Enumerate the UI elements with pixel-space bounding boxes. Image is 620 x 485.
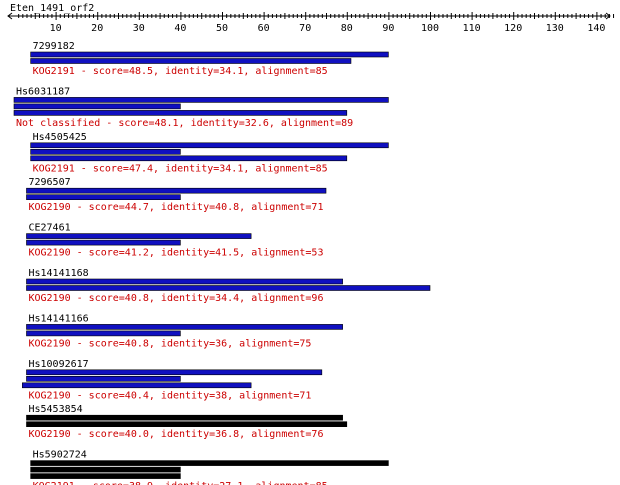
alignment-bar[interactable] — [13, 97, 389, 103]
hit-annotation: KOG2190 - score=44.7, identity=40.8, ali… — [28, 202, 323, 213]
ruler-tick-label: 130 — [546, 23, 564, 34]
query-title: Eten_1491_orf2 — [10, 3, 94, 14]
hit-annotation: KOG2190 - score=40.4, identity=38, align… — [28, 390, 311, 401]
hit-row[interactable]: Hs5902724 KOG2191 - score=38.9, identity=… — [30, 450, 389, 485]
hit-id-label[interactable]: Hs4505425 — [33, 132, 87, 143]
alignment-bar[interactable] — [26, 414, 343, 421]
alignment-bar[interactable] — [22, 382, 252, 389]
hit-annotation: KOG2190 - score=40.8, identity=36, align… — [28, 338, 311, 349]
hit-list: 7299182 KOG2191 - score=48.5, identity=34… — [13, 41, 431, 485]
ruler-tick-label: 30 — [133, 23, 145, 34]
hit-row[interactable]: Hs14141166 KOG2190 - score=40.8, identity… — [26, 313, 343, 349]
hit-id-label[interactable]: 7299182 — [33, 41, 75, 52]
alignment-bar[interactable] — [13, 110, 348, 116]
hit-id-label[interactable]: Hs14141168 — [28, 268, 88, 279]
hit-id-label[interactable]: CE27461 — [28, 223, 70, 234]
alignment-bar[interactable] — [26, 187, 327, 194]
hit-annotation: Not classified - score=48.1, identity=32… — [16, 118, 353, 129]
hit-row[interactable]: Hs4505425 KOG2191 - score=47.4, identity=… — [30, 132, 389, 175]
hit-row[interactable]: Hs14141168 KOG2190 - score=40.8, identity… — [26, 268, 431, 304]
alignment-bar[interactable] — [13, 103, 181, 110]
hit-row[interactable]: Hs6031187 Not classified - score=48.1, id… — [13, 86, 389, 129]
hit-row[interactable]: CE27461 KOG2190 - score=41.2, identity=41… — [26, 223, 323, 259]
ruler-tick-label: 100 — [421, 23, 439, 34]
alignment-bar[interactable] — [30, 51, 389, 58]
ruler-right-arrow — [605, 12, 611, 20]
hit-id-label[interactable]: Hs5453854 — [28, 404, 82, 415]
ruler-tick-label: 80 — [341, 23, 353, 34]
ruler-left-arrow — [7, 12, 13, 20]
hit-annotation: KOG2190 - score=40.0, identity=36.8, ali… — [28, 429, 323, 440]
ruler-tick-label: 90 — [382, 23, 394, 34]
alignment-bar[interactable] — [26, 375, 181, 382]
hit-id-label[interactable]: Hs5902724 — [33, 450, 87, 461]
sequence-ruler: 10 20 30 40 50 60 70 80 90 100 110 120 130 140 — [7, 12, 615, 34]
ruler-tick-label: 20 — [91, 23, 103, 34]
alignment-bar[interactable] — [26, 330, 181, 337]
alignment-bar[interactable] — [30, 460, 389, 466]
hit-id-label[interactable]: Hs6031187 — [16, 86, 70, 97]
alignment-bar[interactable] — [30, 142, 389, 149]
alignment-bar[interactable] — [26, 285, 431, 291]
alignment-bar[interactable] — [26, 324, 343, 330]
hit-id-label[interactable]: Hs10092617 — [28, 359, 88, 370]
hit-row[interactable]: 7299182 KOG2191 - score=48.5, identity=34… — [30, 41, 389, 77]
hit-id-label[interactable]: 7296507 — [28, 177, 70, 188]
hit-annotation: KOG2190 - score=41.2, identity=41.5, ali… — [28, 248, 323, 259]
alignment-bar[interactable] — [26, 233, 252, 239]
ruler-tick-label: 60 — [258, 23, 270, 34]
hit-annotation: KOG2191 - score=47.4, identity=34.1, ali… — [33, 163, 328, 174]
hit-annotation: KOG2190 - score=40.8, identity=34.4, ali… — [28, 293, 323, 304]
hit-row[interactable]: Hs10092617 KOG2190 - score=40.4, identity… — [22, 359, 323, 402]
alignment-bar[interactable] — [26, 369, 323, 376]
ruler-tick-label: 40 — [174, 23, 186, 34]
ruler-tick-label: 140 — [587, 23, 605, 34]
hit-row[interactable]: 7296507 KOG2190 - score=44.7, identity=40… — [26, 177, 327, 213]
alignment-bar[interactable] — [30, 58, 352, 64]
hit-annotation: KOG2191 - score=48.5, identity=34.1, ali… — [33, 66, 328, 77]
ruler-tick-label: 70 — [299, 23, 311, 34]
alignment-bar[interactable] — [26, 421, 348, 428]
ruler-tick-label: 120 — [504, 23, 522, 34]
alignment-bar[interactable] — [30, 155, 348, 162]
hit-annotation: KOG2191 - score=38.9, identity=27.1, ali… — [33, 481, 328, 485]
alignment-bar[interactable] — [26, 194, 181, 200]
alignment-bar[interactable] — [30, 149, 181, 155]
alignment-bar[interactable] — [26, 278, 343, 285]
ruler-tick-label: 110 — [463, 23, 481, 34]
alignment-bar[interactable] — [26, 239, 181, 246]
hit-row[interactable]: Hs5453854 KOG2190 - score=40.0, identity=… — [26, 404, 348, 440]
ruler-tick-label: 10 — [50, 23, 62, 34]
ruler-tick-label: 50 — [216, 23, 228, 34]
alignment-bar[interactable] — [30, 473, 181, 479]
alignment-bar[interactable] — [30, 466, 181, 473]
hit-id-label[interactable]: Hs14141166 — [28, 313, 88, 324]
